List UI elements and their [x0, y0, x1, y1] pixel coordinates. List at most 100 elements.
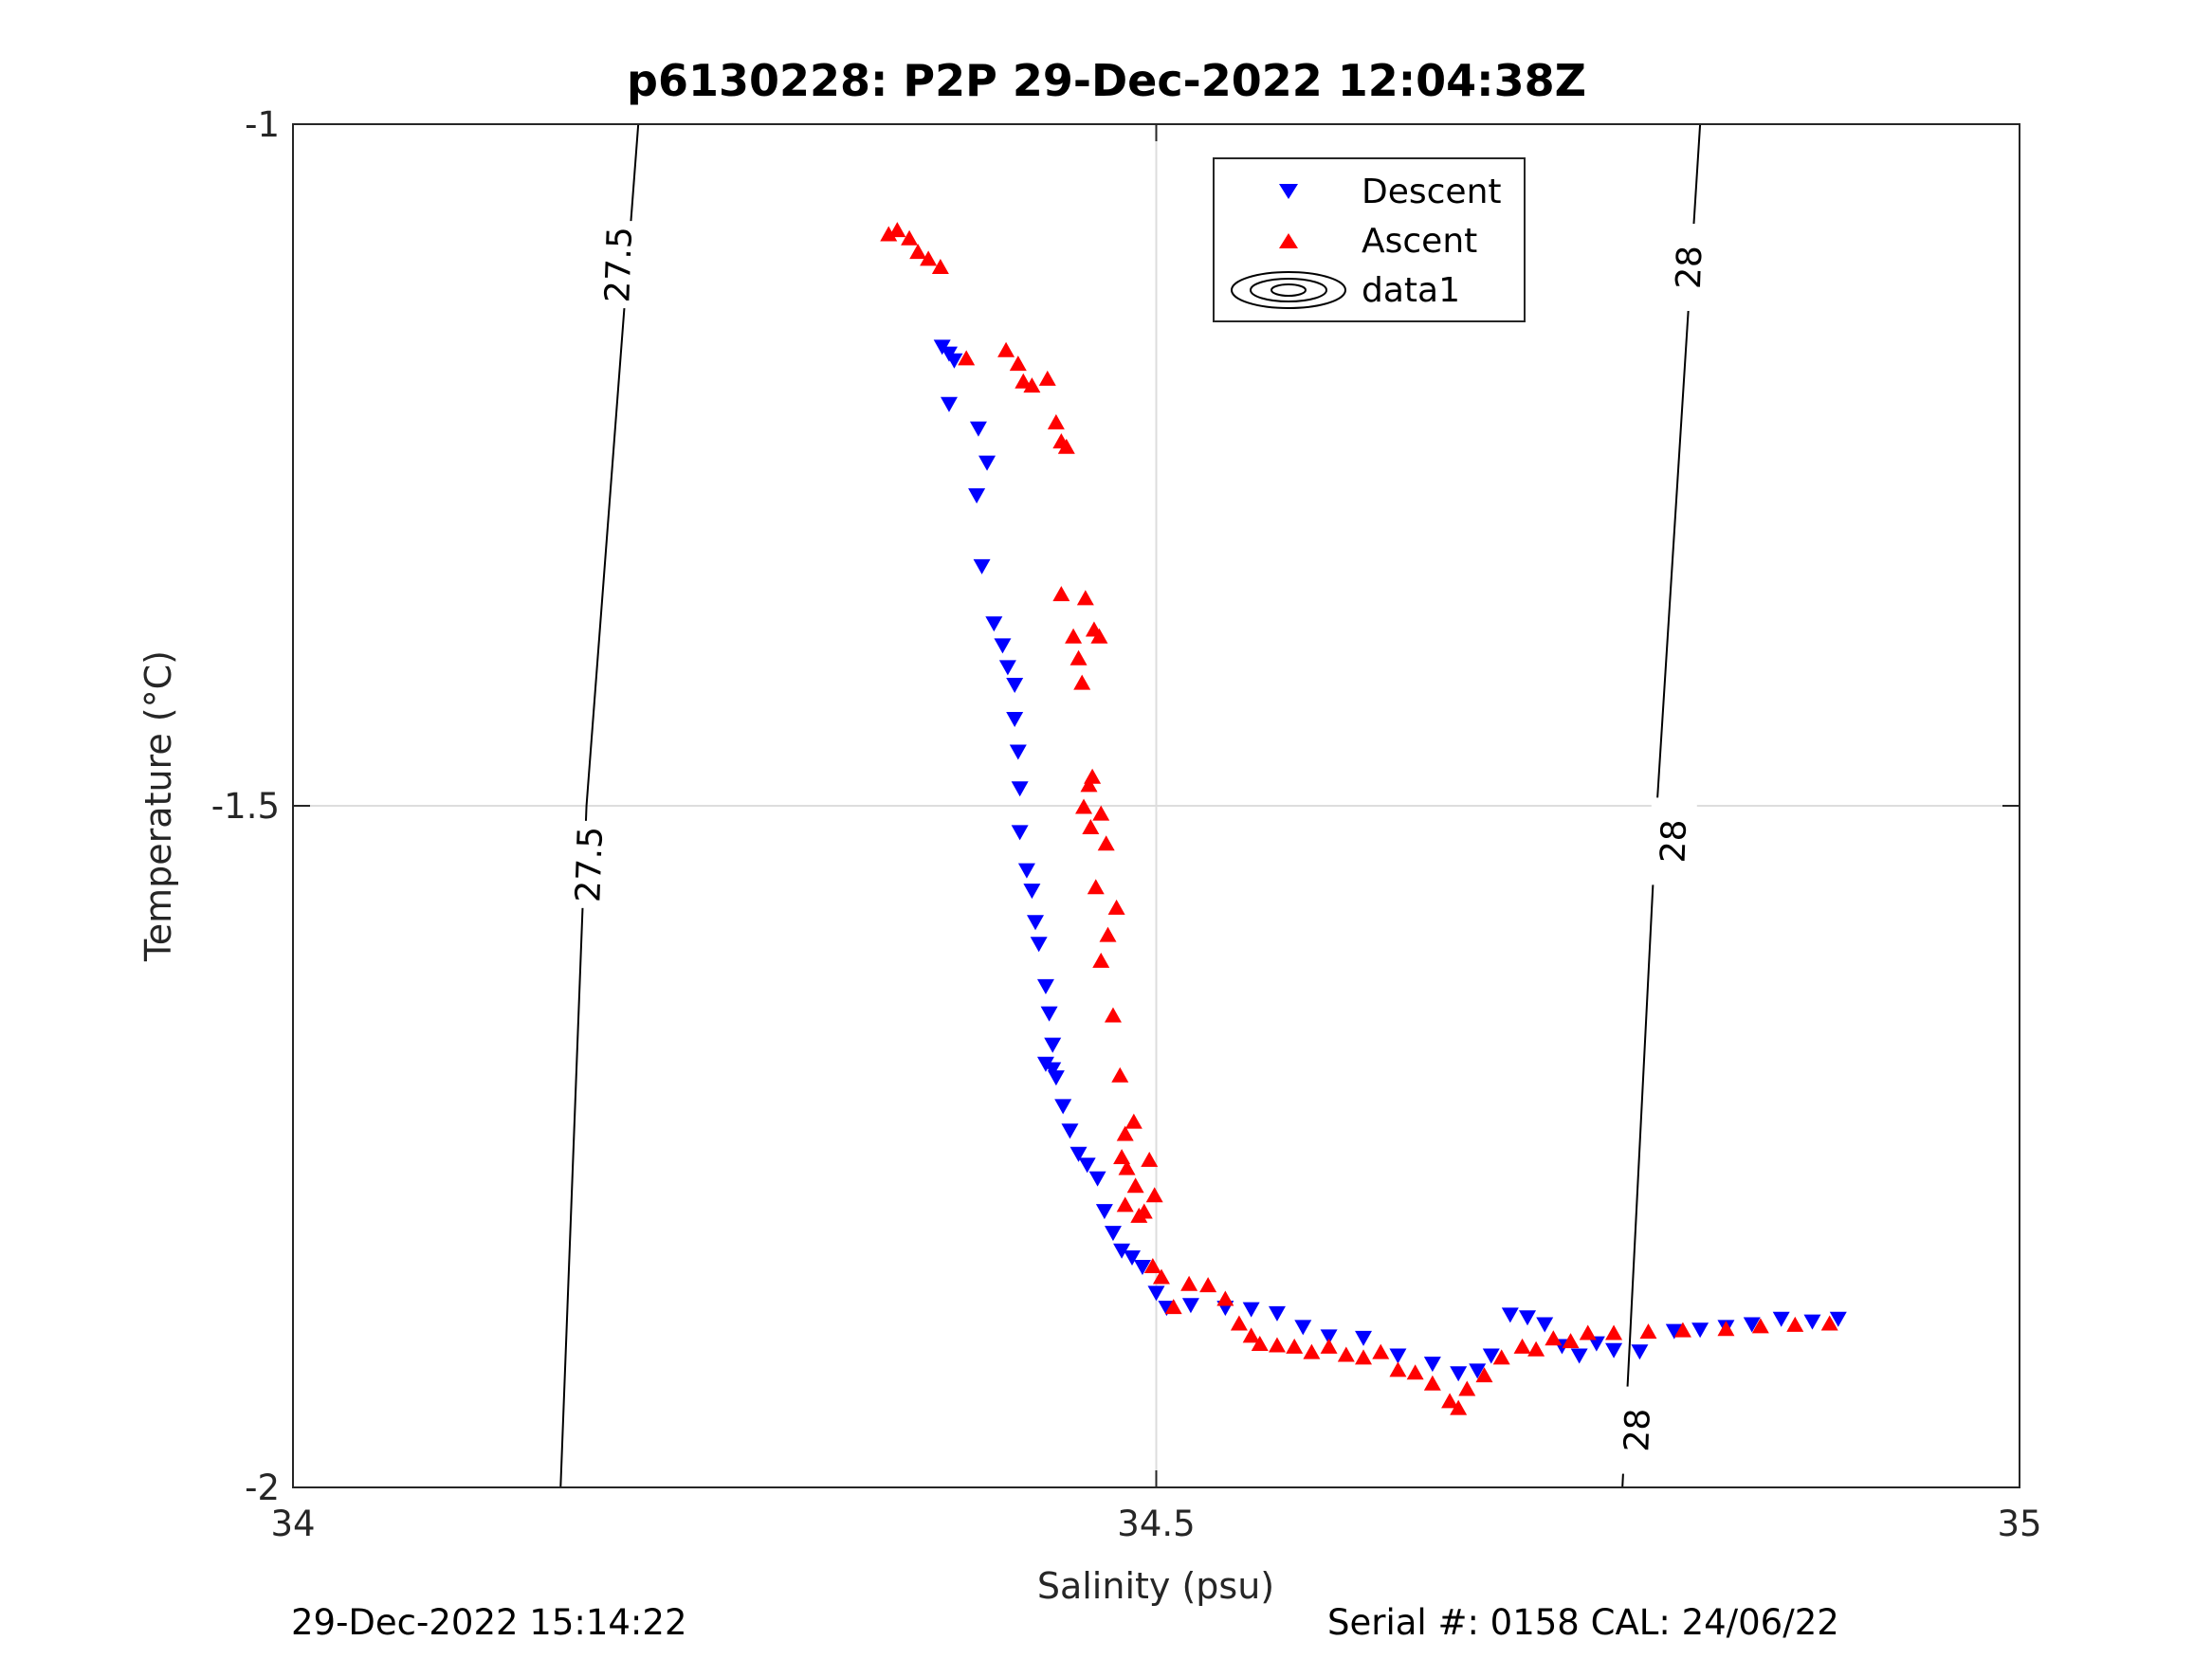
descent-point: [1030, 937, 1048, 953]
ascent-point: [1303, 1343, 1321, 1359]
descent-point: [1389, 1348, 1407, 1364]
ascent-point: [1069, 649, 1088, 665]
contour-label: 28: [1670, 245, 1710, 289]
descent-point: [1054, 1099, 1072, 1115]
descent-point: [1017, 863, 1035, 879]
descent-point: [1181, 1298, 1199, 1314]
ascent-point: [1475, 1367, 1493, 1383]
descent-point: [1519, 1310, 1537, 1326]
descent-point: [1009, 744, 1027, 760]
descent-point: [945, 353, 963, 369]
ascent-point: [1717, 1321, 1735, 1337]
ascent-point: [1513, 1338, 1531, 1354]
ascent-point: [920, 250, 938, 266]
ascent-point: [1268, 1337, 1286, 1353]
ascent-point: [1118, 1159, 1136, 1176]
ascent-point: [909, 244, 927, 260]
descent-point: [1006, 711, 1024, 727]
descent-point: [1242, 1302, 1260, 1318]
descent-point: [1124, 1249, 1142, 1266]
descent-point: [1772, 1311, 1790, 1327]
ascent-point: [958, 350, 976, 366]
ascent-point: [1116, 1196, 1134, 1212]
ascent-point: [888, 222, 906, 238]
descent-point: [1036, 978, 1054, 994]
ascent-point: [931, 258, 949, 274]
descent-point: [1147, 1285, 1165, 1302]
contour-label: 28: [1654, 819, 1695, 864]
ascent-point: [1545, 1330, 1563, 1346]
ascent-point: [1527, 1340, 1545, 1357]
ascent-point: [1023, 377, 1041, 393]
descent-point: [1803, 1314, 1821, 1330]
y-axis-label: Temperature (°C): [137, 650, 179, 962]
ascent-point: [1786, 1316, 1804, 1332]
descent-point: [1587, 1336, 1605, 1352]
ascent-point: [1047, 413, 1065, 429]
descent-point: [1040, 1006, 1058, 1022]
axis-ticks: 34 34.5 35 -1 -1.5 -2: [211, 104, 2042, 1544]
ascent-point: [1073, 674, 1091, 690]
descent-point: [985, 616, 1003, 632]
contour-label: 27.5: [598, 226, 640, 303]
descent-point: [1665, 1323, 1683, 1340]
descent-point: [1631, 1344, 1649, 1360]
ascent-point: [1107, 899, 1125, 915]
descent-point: [998, 660, 1016, 676]
grid-lines: [293, 124, 2020, 1487]
ascent-series: [880, 222, 1838, 1415]
descent-point: [940, 396, 958, 412]
legend: Descent Ascent data1: [1213, 157, 1526, 322]
descent-point: [1011, 825, 1029, 841]
ascent-point: [1143, 1258, 1161, 1274]
ascent-point: [1075, 798, 1093, 814]
ascent-point: [1199, 1277, 1217, 1293]
ascent-point: [1164, 1299, 1182, 1315]
ascent-point: [1751, 1318, 1769, 1334]
ascent-point: [1492, 1349, 1510, 1365]
descent-point: [1743, 1317, 1761, 1333]
ascent-point: [1104, 1007, 1122, 1023]
descent-point: [1104, 1226, 1122, 1242]
ascent-point: [1082, 819, 1100, 835]
x-tick-label: 34.5: [1117, 1504, 1195, 1544]
descent-point: [1570, 1348, 1588, 1364]
descent-series: [933, 339, 1847, 1382]
contour-label-gap: [567, 820, 613, 908]
ascent-point: [1126, 1177, 1144, 1194]
legend-contour-label: data1: [1362, 271, 1460, 310]
descent-point: [1423, 1357, 1441, 1373]
ascent-point: [1135, 1203, 1153, 1219]
ascent-point: [1562, 1333, 1580, 1349]
descent-point: [1088, 1171, 1106, 1187]
chart-title: p6130228: P2P 29-Dec-2022 12:04:38Z: [627, 55, 1586, 106]
ascent-point: [1152, 1268, 1170, 1285]
descent-point: [1044, 1062, 1062, 1078]
ascent-point: [1080, 776, 1098, 793]
ascent-point: [880, 226, 898, 242]
ascent-point: [901, 229, 919, 246]
legend-box: [1213, 157, 1526, 322]
descent-point: [1829, 1311, 1847, 1327]
descent-point: [1061, 1123, 1079, 1139]
ascent-point: [1441, 1393, 1459, 1409]
descent-point: [969, 421, 987, 437]
ascent-point: [1216, 1290, 1234, 1306]
contour-label-gap: [1651, 797, 1697, 885]
x-tick-label: 34: [270, 1504, 315, 1544]
legend-ascent-marker: [1279, 233, 1298, 248]
y-tick-label: -1: [245, 104, 280, 145]
descent-point: [1095, 1204, 1113, 1220]
descent-point: [1469, 1363, 1487, 1379]
legend-ascent-label: Ascent: [1362, 222, 1477, 261]
ascent-point: [1673, 1322, 1691, 1338]
descent-point: [1294, 1320, 1312, 1336]
descent-point: [1536, 1317, 1554, 1333]
y-tick-label: -1.5: [211, 786, 280, 827]
ascent-point: [1116, 1125, 1134, 1141]
descent-point: [1006, 678, 1024, 694]
contour-label-gap: [596, 221, 643, 309]
ascent-point: [1038, 370, 1056, 386]
ascent-point: [1372, 1343, 1390, 1359]
ascent-point: [1099, 926, 1117, 942]
